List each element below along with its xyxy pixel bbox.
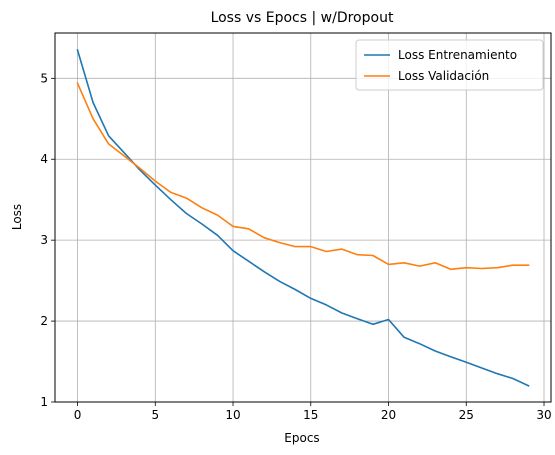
y-axis-label: Loss	[10, 204, 24, 230]
y-tick-label: 5	[40, 71, 48, 85]
series-line-0	[76, 49, 530, 387]
y-axis-ticks: 1 2 3 4 5	[40, 71, 55, 409]
x-tick-label: 25	[459, 408, 474, 422]
x-axis-ticks: 0 5 10 15 20 25 30	[74, 402, 552, 422]
series-line-1	[76, 82, 530, 271]
x-tick-label: 20	[381, 408, 396, 422]
series-layer	[76, 49, 530, 387]
x-tick-label: 5	[151, 408, 159, 422]
x-tick-label: 30	[536, 408, 551, 422]
y-tick-label: 3	[40, 233, 48, 247]
x-tick-label: 15	[303, 408, 318, 422]
y-tick-label: 2	[40, 314, 48, 328]
legend-label: Loss Entrenamiento	[398, 48, 517, 62]
legend-box	[355, 39, 544, 91]
plot-frame	[54, 32, 552, 403]
legend: Loss Entrenamiento Loss Validación	[355, 39, 544, 91]
x-tick-label: 10	[225, 408, 240, 422]
legend-label: Loss Validación	[398, 69, 489, 83]
grid-lines	[55, 33, 551, 403]
y-tick-label: 4	[40, 152, 48, 166]
x-tick-label: 0	[74, 408, 82, 422]
x-axis-label: Epocs	[284, 431, 319, 445]
y-tick-label: 1	[40, 395, 48, 409]
chart-title: Loss vs Epocs | w/Dropout	[211, 10, 394, 26]
